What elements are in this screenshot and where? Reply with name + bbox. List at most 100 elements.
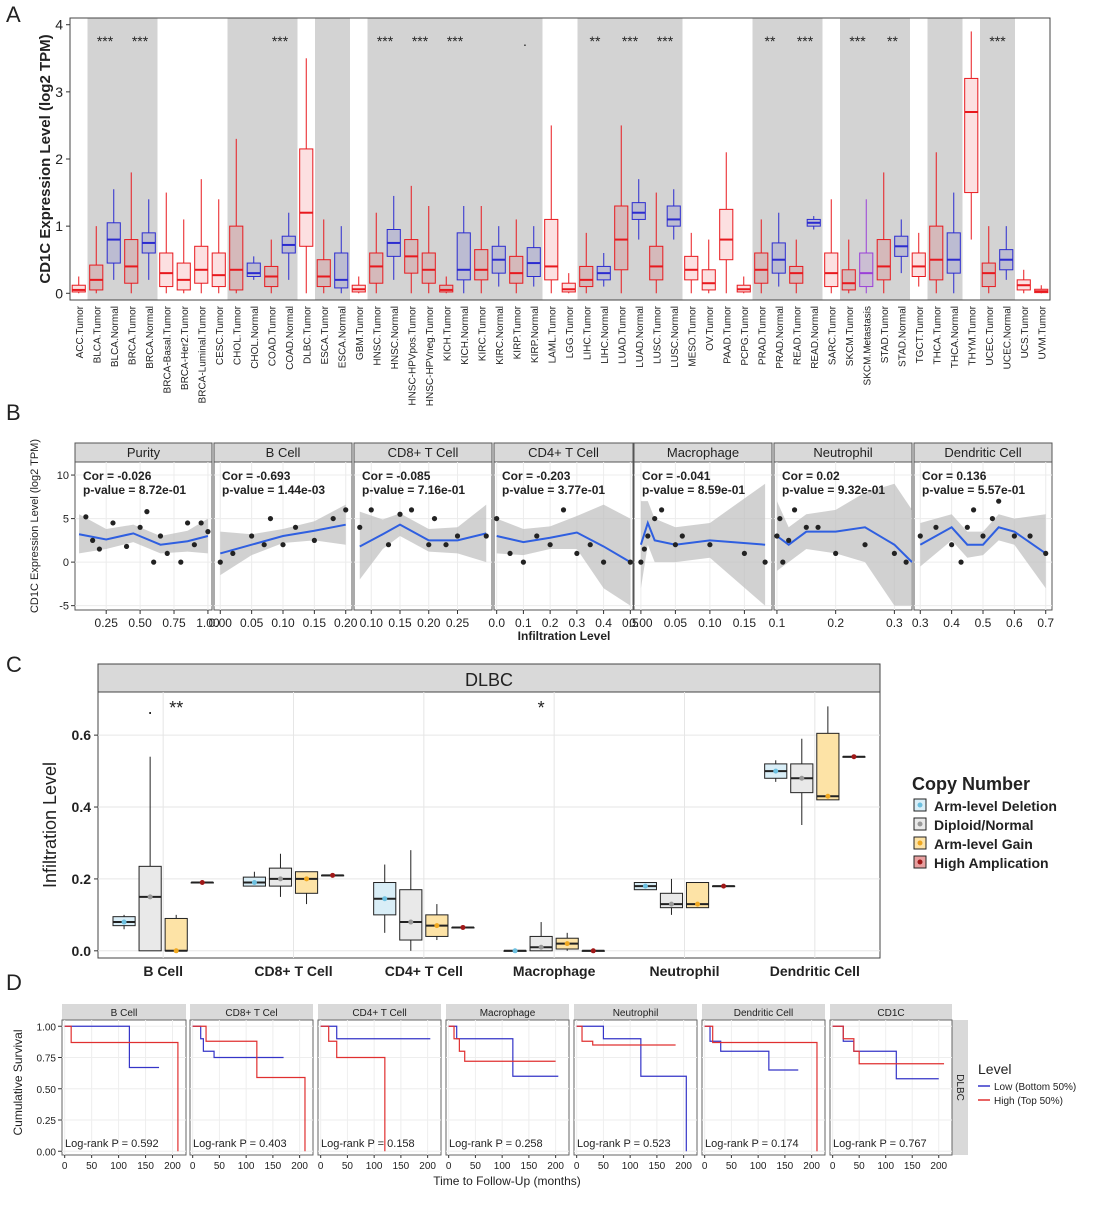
x-tick-label: READ.Tumor	[792, 305, 803, 365]
shade-band	[840, 18, 858, 300]
survival-curve	[576, 1025, 676, 1046]
point	[989, 515, 996, 522]
survival-curve	[64, 1025, 160, 1069]
x-tick-label: BRCA-Basal.Tumor	[162, 305, 173, 393]
point	[151, 559, 157, 565]
y-tick-label: -5	[59, 601, 69, 613]
x-tick-label: 200	[930, 1161, 947, 1172]
shade-band	[752, 18, 770, 300]
strip-title: Dendritic Cell	[734, 1008, 793, 1019]
confidence-band	[359, 504, 487, 580]
legend-label: Arm-level Gain	[934, 836, 1033, 852]
x-tick-label: 0.2	[542, 616, 559, 630]
y-tick-label: 0.0	[72, 943, 92, 959]
x-tick-label: 200	[547, 1161, 564, 1172]
x-tick-label: 50	[470, 1161, 482, 1172]
point	[970, 507, 977, 513]
x-tick-label: 100	[238, 1161, 255, 1172]
x-tick-label: ESCA.Normal	[337, 306, 348, 368]
point	[851, 754, 857, 760]
point	[431, 515, 438, 522]
box	[685, 882, 710, 909]
stat-label: Cor = 0.136	[922, 469, 987, 483]
point	[538, 944, 544, 950]
x-tick-label: THCA.Tumor	[932, 305, 943, 364]
point	[574, 550, 580, 557]
box	[614, 205, 629, 271]
shade-band	[332, 18, 350, 300]
point	[178, 559, 184, 565]
survival-curve	[448, 1025, 559, 1077]
confidence-band	[640, 483, 766, 606]
stat-label: Cor = -0.085	[362, 469, 431, 483]
point	[520, 559, 527, 565]
fit-line	[639, 519, 766, 546]
x-tick-label: 150	[265, 1161, 282, 1172]
x-tick-label: COAD.Tumor	[267, 305, 278, 366]
significance: **	[765, 33, 776, 49]
strip-title: B Cell	[111, 1008, 138, 1019]
point	[311, 537, 317, 543]
point	[996, 498, 1002, 504]
point	[217, 559, 223, 565]
box	[211, 252, 226, 288]
x-tick-label: 0.7	[1037, 616, 1054, 630]
survival-curve	[704, 1025, 799, 1071]
point	[173, 948, 179, 954]
y-tick-label: 0.25	[37, 1116, 57, 1127]
point	[707, 542, 713, 548]
point	[659, 507, 665, 513]
point	[777, 515, 783, 522]
stat-label: p-value = 8.59e-01	[642, 483, 745, 497]
fit-line	[359, 523, 487, 548]
box	[649, 245, 664, 281]
x-tick-label: PRAD.Normal	[775, 306, 786, 369]
stat-label: Cor = -0.041	[642, 469, 711, 483]
significance: ***	[657, 33, 674, 49]
x-tick-label: 0.20	[334, 616, 358, 630]
point	[198, 520, 204, 526]
point	[600, 559, 607, 565]
x-tick-label: HNSC-HPVpos.Tumor	[407, 305, 418, 405]
x-tick-label: READ.Normal	[810, 306, 821, 369]
point	[494, 515, 500, 522]
y-tick-label: 5	[63, 514, 69, 526]
x-tick-label: LAML.Tumor	[547, 305, 558, 363]
point	[483, 533, 489, 539]
point	[833, 550, 839, 557]
x-tick-label: ACC.Tumor	[75, 305, 86, 358]
x-tick-label: BRCA-Her2.Tumor	[180, 305, 191, 390]
y-axis-title: Cumulative Survival	[11, 1029, 25, 1135]
significance: **	[887, 33, 898, 49]
x-tick-label: PCPG.Tumor	[740, 305, 751, 365]
point	[397, 511, 403, 517]
x-tick-label: 0	[62, 1161, 68, 1172]
shade-band	[630, 18, 648, 300]
x-tick-label: Neutrophil	[650, 963, 720, 979]
legend-label: Arm-level Deletion	[934, 798, 1057, 814]
strip	[830, 1004, 952, 1020]
survival-curve	[320, 1025, 386, 1152]
panel-label: C	[6, 652, 22, 677]
x-tick-label: BLCA.Normal	[110, 306, 121, 367]
x-tick-label: 100	[877, 1161, 894, 1172]
point	[1043, 550, 1049, 557]
x-tick-label: PAAD.Tumor	[722, 305, 733, 363]
x-tick-label: LIHC.Normal	[600, 306, 611, 364]
point	[443, 542, 449, 548]
significance: ***	[447, 33, 464, 49]
point	[157, 533, 164, 539]
x-tick-label: 0	[446, 1161, 452, 1172]
x-tick-label: 150	[137, 1161, 154, 1172]
fit-line	[496, 531, 631, 563]
survival-curve	[448, 1025, 556, 1062]
x-tick-label: 0.10	[360, 616, 384, 630]
x-tick-label: KICH.Tumor	[442, 305, 453, 361]
x-tick-label: 200	[803, 1161, 820, 1172]
point	[799, 775, 805, 781]
x-tick-label: 150	[777, 1161, 794, 1172]
x-tick-label: THYM.Tumor	[967, 305, 978, 365]
point	[774, 533, 780, 539]
point	[773, 768, 779, 774]
x-tick-label: STAD.Normal	[897, 306, 908, 367]
